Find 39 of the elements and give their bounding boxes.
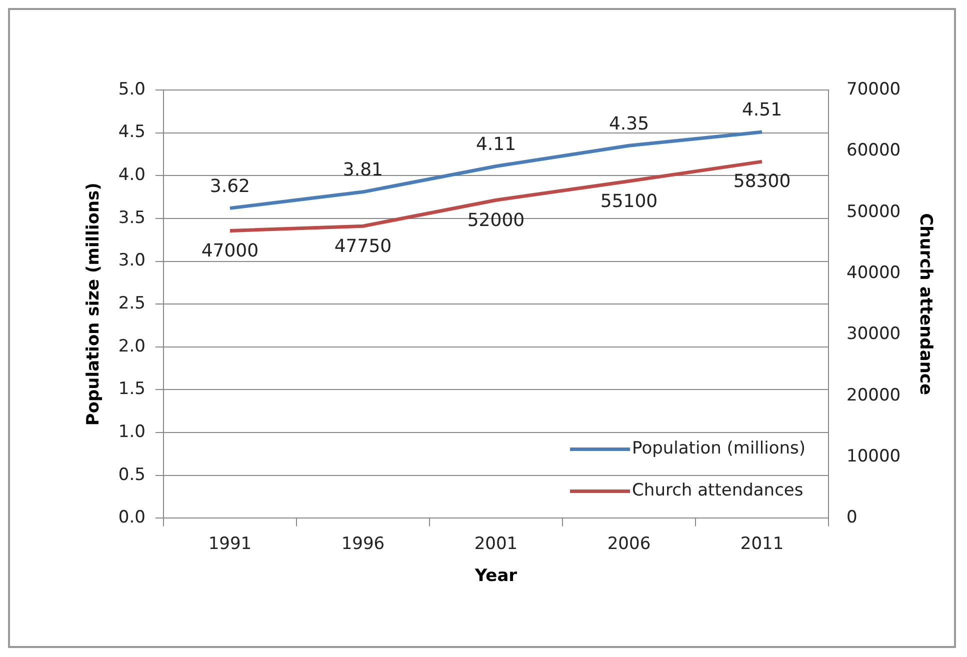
x-tick-label: 2011 [740,534,784,554]
data-label: 58300 [733,171,791,192]
x-tick-label: 2001 [474,534,518,554]
data-label: 47750 [334,236,392,257]
y2-tick-label: 20000 [846,385,901,406]
y-tick-label: 3.5 [118,208,146,228]
data-label: 4.11 [476,134,516,155]
data-label: 47000 [201,240,259,262]
y2-tick-label: 40000 [846,262,901,283]
y-tick-label: 0.5 [118,464,146,485]
y2-tick-label: 50000 [846,202,901,222]
y-tick-label: 0.0 [118,508,146,528]
x-tick-label: 1996 [341,534,385,554]
x-tick-label: 1991 [208,534,252,554]
y-tick-label: 1.0 [118,422,146,442]
y-tick-label: 1.5 [118,379,146,400]
legend-label: Population (millions) [632,438,806,459]
y2-tick-label: 30000 [846,324,901,344]
y2-tick-label: 0 [846,508,858,528]
y2-tick-label: 10000 [846,446,901,466]
y-tick-label: 4.0 [118,165,146,186]
y2-tick-label: 60000 [846,140,901,161]
y2-tick-label: 70000 [846,79,901,100]
y-tick-label: 2.0 [118,336,146,356]
x-axis-title: Year [474,566,518,586]
y-tick-label: 5.0 [118,79,146,100]
data-label: 4.51 [742,100,782,121]
y-axis-title: Population size (millions) [84,182,104,426]
y-tick-label: 4.5 [118,122,146,142]
data-label: 4.35 [608,113,650,134]
data-label: 52000 [467,210,525,231]
data-label: 3.62 [210,176,250,197]
y-tick-label: 2.5 [118,294,146,314]
y2-axis-title: Church attendance [915,213,936,396]
data-label: 55100 [600,190,658,212]
data-label: 3.81 [342,160,383,181]
legend-label: Church attendances [632,480,804,501]
x-tick-label: 2006 [607,534,651,554]
y-tick-label: 3.0 [118,250,146,271]
